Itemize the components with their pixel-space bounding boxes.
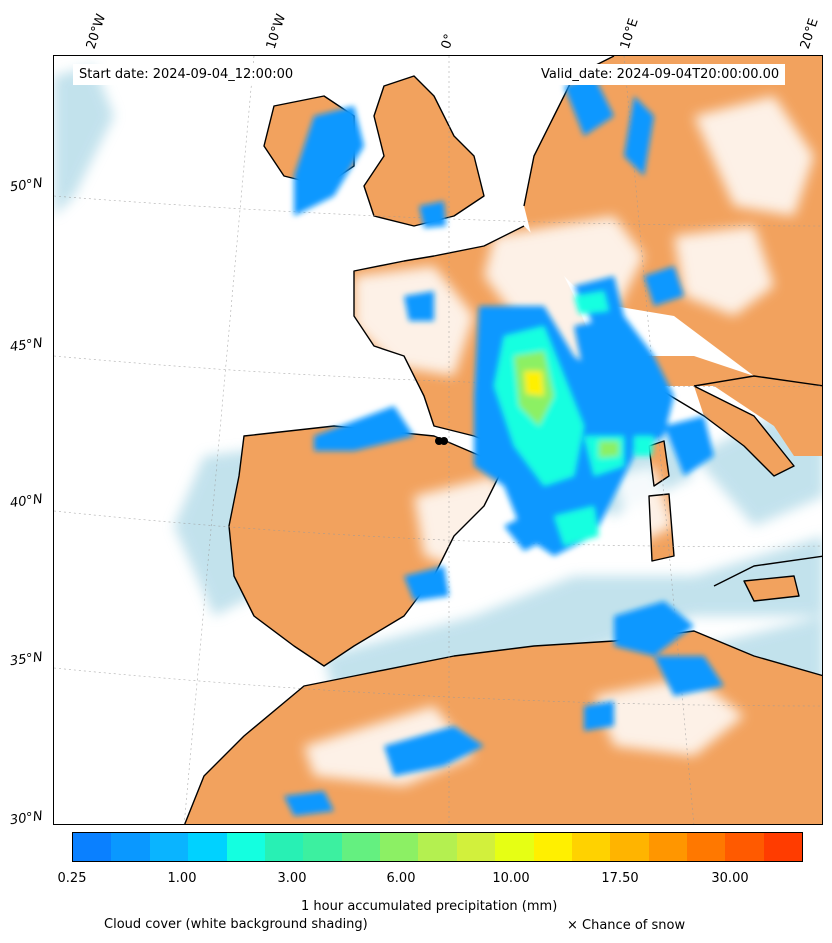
colorbar-swatch: [456, 833, 496, 861]
colorbar-swatch: [380, 833, 419, 861]
colorbar-swatch: [648, 833, 687, 861]
colorbar-swatch: [264, 833, 304, 861]
precipitation: [284, 76, 724, 816]
cbar-tick-label: 1.00: [167, 871, 197, 886]
snow-marker: [435, 437, 448, 445]
colorbar-swatch: [111, 833, 150, 861]
lat-label-30n: 30°N: [9, 808, 44, 829]
lat-label-50n: 50°N: [9, 175, 44, 196]
start-date-label: Start date: 2024-09-04_12:00:00: [73, 64, 300, 85]
lon-label-20e: 20°E: [797, 16, 822, 51]
colorbar-swatch: [303, 833, 342, 861]
cbar-tick-label: 17.50: [601, 871, 639, 886]
cbar-tick-label: 30.00: [711, 871, 749, 886]
colorbar-swatch: [610, 833, 649, 861]
map-canvas: [54, 56, 822, 824]
colorbar-title: 1 hour accumulated precipitation (mm): [301, 899, 558, 914]
colorbar-swatch: [73, 833, 112, 861]
lon-label-0: 0°: [438, 32, 458, 51]
lon-label-10w: 10°W: [263, 12, 290, 51]
colorbar-swatch: [149, 833, 189, 861]
lat-label-35n: 35°N: [9, 649, 44, 670]
cbar-tick-label: 0.25: [57, 871, 87, 886]
snow-legend: × Chance of snow: [567, 918, 686, 933]
cloud-cover-legend: Cloud cover (white background shading): [104, 917, 368, 932]
colorbar-swatch: [533, 833, 572, 861]
lat-label-45n: 45°N: [9, 335, 44, 356]
colorbar-swatch: [226, 833, 265, 861]
graticule: [54, 56, 822, 824]
colorbar-swatch: [571, 833, 611, 861]
cbar-tick-label: 3.00: [277, 871, 307, 886]
colorbar-swatch: [763, 833, 803, 861]
valid-date-label: Valid_date: 2024-09-04T20:00:00.00: [535, 64, 786, 85]
colorbar-swatch: [495, 833, 534, 861]
lon-label-20w: 20°W: [83, 12, 110, 51]
cbar-tick-label: 6.00: [386, 871, 416, 886]
colorbar-swatch: [341, 833, 380, 861]
cbar-tick-label: 10.00: [492, 871, 530, 886]
weather-map[interactable]: [53, 55, 823, 825]
precipitation-colorbar: [72, 832, 803, 862]
colorbar-swatch: [687, 833, 726, 861]
colorbar-swatch: [418, 833, 457, 861]
lon-label-10e: 10°E: [617, 16, 642, 51]
lat-label-40n: 40°N: [9, 491, 44, 512]
colorbar-swatch: [188, 833, 227, 861]
colorbar-swatch: [725, 833, 764, 861]
